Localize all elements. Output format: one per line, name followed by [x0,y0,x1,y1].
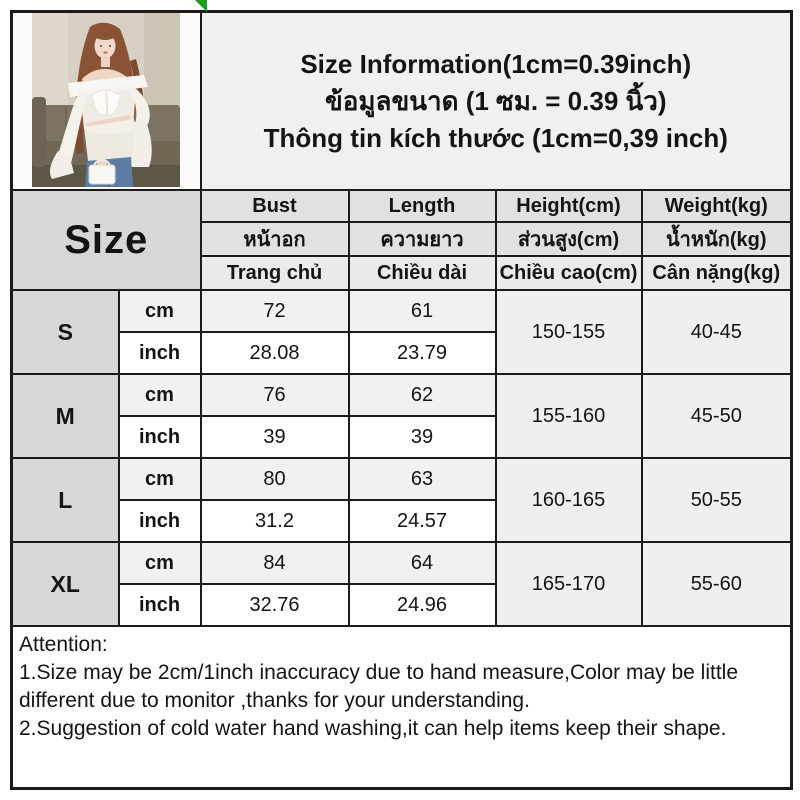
l-height-range: 160-165 [494,457,643,543]
l-weight-range: 50-55 [640,457,793,543]
title-thai: ข้อมูลขนาด (1 ซม. = 0.39 นิ้ว) [324,85,667,116]
s-length-inch: 23.79 [347,331,497,375]
s-bust-inch: 28.08 [199,331,350,375]
attention-note-1: 1.Size may be 2cm/1inch inaccuracy due t… [19,661,739,712]
unit-label-cm: cm [117,457,202,501]
size-row-m-label: M [10,373,120,459]
unit-label-inch: inch [117,583,202,627]
attention-section: Attention: 1.Size may be 2cm/1inch inacc… [10,625,793,790]
product-photo [14,13,199,188]
size-row-s-label: S [10,289,120,375]
attention-note-2: 2.Suggestion of cold water hand washing,… [19,717,727,740]
size-chart-table: Size Information(1cm=0.39inch) ข้อมูลขนา… [10,10,794,790]
xl-bust-inch: 32.76 [199,583,350,627]
col-header-bust-vi: Trang chủ [199,255,350,291]
col-header-length-th: ความยาว [347,221,497,257]
product-photo-illustration [32,13,181,187]
xl-bust-cm: 84 [199,541,350,585]
s-length-cm: 61 [347,289,497,333]
col-header-height-vi: Chiều cao(cm) [494,255,643,291]
attention-heading: Attention: [19,633,108,656]
m-length-cm: 62 [347,373,497,417]
l-bust-inch: 31.2 [199,499,350,543]
l-length-cm: 63 [347,457,497,501]
s-height-range: 150-155 [494,289,643,375]
xl-weight-range: 55-60 [640,541,793,627]
unit-label-inch: inch [117,331,202,375]
col-header-height-th: ส่วนสูง(cm) [494,221,643,257]
m-bust-cm: 76 [199,373,350,417]
l-bust-cm: 80 [199,457,350,501]
handbag [88,164,116,185]
col-header-weight-vi: Cân nặng(kg) [640,255,793,291]
size-row-l-label: L [10,457,120,543]
unit-label-inch: inch [117,499,202,543]
title-vietnamese: Thông tin kích thước (1cm=0,39 inch) [263,122,728,153]
product-photo-cell [10,10,202,191]
col-header-weight-en: Weight(kg) [640,189,793,223]
unit-label-inch: inch [117,415,202,459]
green-corner-marker [195,0,207,12]
xl-height-range: 165-170 [494,541,643,627]
m-weight-range: 45-50 [640,373,793,459]
title-english: Size Information(1cm=0.39inch) [300,48,692,79]
m-length-inch: 39 [347,415,497,459]
m-height-range: 155-160 [494,373,643,459]
size-corner-header: Size [10,189,202,291]
unit-label-cm: cm [117,373,202,417]
m-bust-inch: 39 [199,415,350,459]
s-weight-range: 40-45 [640,289,793,375]
s-bust-cm: 72 [199,289,350,333]
col-header-length-en: Length [347,189,497,223]
size-info-title: Size Information(1cm=0.39inch) ข้อมูลขนา… [199,10,793,191]
col-header-height-en: Height(cm) [494,189,643,223]
xl-length-inch: 24.96 [347,583,497,627]
col-header-length-vi: Chiều dài [347,255,497,291]
col-header-bust-en: Bust [199,189,350,223]
col-header-weight-th: น้ำหนัก(kg) [640,221,793,257]
col-header-bust-th: หน้าอก [199,221,350,257]
size-row-xl-label: XL [10,541,120,627]
model-figure [50,22,152,187]
unit-label-cm: cm [117,541,202,585]
l-length-inch: 24.57 [347,499,497,543]
unit-label-cm: cm [117,289,202,333]
xl-length-cm: 64 [347,541,497,585]
